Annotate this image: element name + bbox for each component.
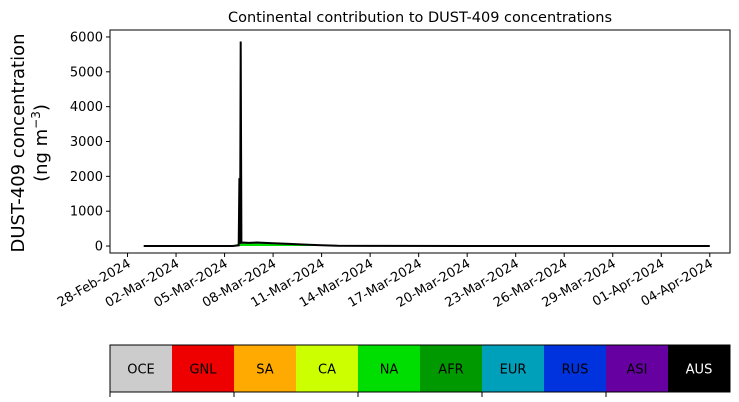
legend-label-eur: EUR [500, 363, 527, 378]
plot-frame [109, 29, 731, 254]
y-axis-unit-close: ) [31, 104, 52, 111]
legend-label-sa: SA [256, 363, 273, 378]
y-axis-label: DUST-409 concentration [8, 33, 29, 252]
legend-swatch-oce [110, 345, 173, 392]
legend-label-ca: CA [318, 363, 336, 378]
total-line [143, 41, 710, 247]
y-axis-label-line1: DUST-409 concentration [8, 33, 29, 252]
y-tick-label: 5000 [70, 65, 103, 80]
legend-label-na: NA [380, 363, 399, 378]
y-tick-label: 0 [95, 240, 103, 255]
legend-swatch-asi [606, 345, 669, 392]
legend-swatch-na [358, 345, 421, 392]
legend-label-afr: AFR [438, 363, 463, 378]
legend-frame [109, 344, 731, 393]
x-axis: 28-Feb-202402-Mar-202405-Mar-202408-Mar-… [55, 253, 716, 311]
plot-area [109, 29, 731, 254]
legend-swatch-rus [544, 345, 607, 392]
y-tick-label: 4000 [70, 100, 103, 115]
y-axis-unit: (ng m−3) [29, 104, 52, 182]
legend-label-oce: OCE [127, 363, 155, 378]
chart-title: Continental contribution to DUST-409 con… [228, 10, 612, 26]
legend-swatch-ca [296, 345, 359, 392]
series-layer [143, 41, 710, 247]
legend-swatch-gnl [172, 345, 235, 392]
legend-colorbar: OCE GNL SA CA NA AFR EUR RUS ASI AUS [109, 344, 731, 397]
legend-label-aus: AUS [686, 363, 713, 378]
area-na [143, 243, 710, 246]
legend-swatch-afr [420, 345, 483, 392]
y-tick-label: 3000 [70, 135, 103, 150]
y-tick-label: 6000 [70, 30, 103, 45]
legend-label-rus: RUS [562, 363, 589, 378]
legend-swatch-sa [234, 345, 297, 392]
y-tick-label: 2000 [70, 170, 103, 185]
y-axis-unit-exponent: −3 [29, 111, 43, 129]
legend-swatch-aus [668, 345, 731, 392]
y-axis: 0 1000 2000 3000 4000 5000 6000 [70, 30, 110, 255]
legend-label-gnl: GNL [189, 363, 217, 378]
y-axis-unit-text: (ng m [31, 129, 52, 182]
legend-swatch-eur [482, 345, 545, 392]
legend-label-asi: ASI [627, 363, 648, 378]
y-tick-label: 1000 [70, 205, 103, 220]
